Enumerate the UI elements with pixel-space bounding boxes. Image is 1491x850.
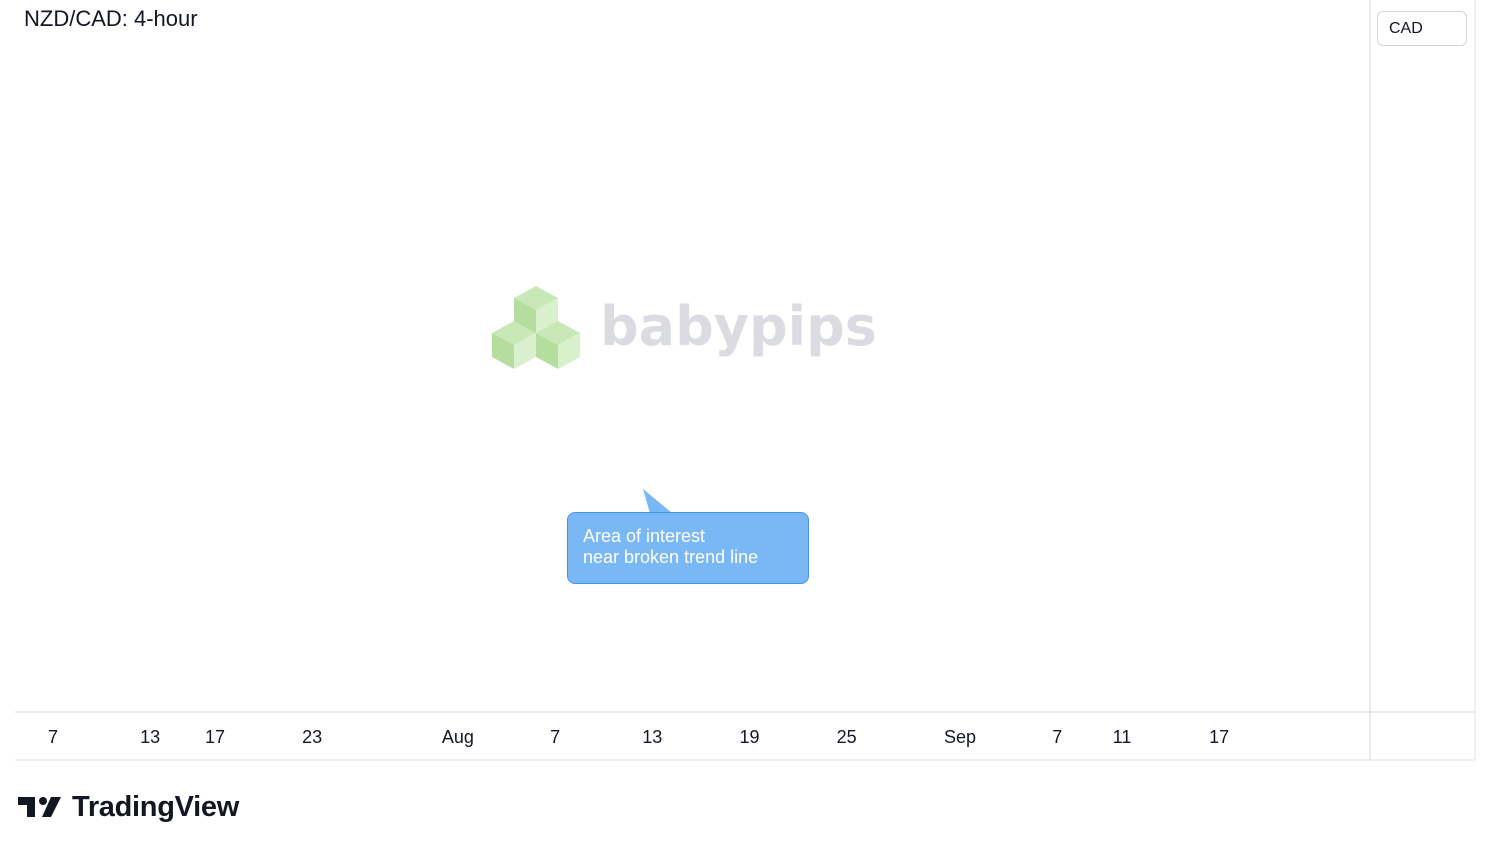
watermark-cube-2-right bbox=[514, 333, 536, 369]
x-tick-label: 25 bbox=[837, 727, 857, 747]
trend-lines bbox=[643, 489, 672, 520]
x-tick-label: 7 bbox=[1052, 727, 1062, 747]
watermark-text: babypips bbox=[600, 295, 877, 358]
brand-name: TradingView bbox=[72, 790, 239, 823]
x-tick-label: 7 bbox=[48, 727, 58, 747]
axes: 0.826000.824000.822000.820000.818000.816… bbox=[15, 0, 1476, 761]
x-tick-label: Aug bbox=[442, 727, 474, 747]
chart-title: NZD/CAD: 4-hour bbox=[24, 6, 198, 31]
x-tick-label: 23 bbox=[302, 727, 322, 747]
x-tick-label: 13 bbox=[140, 727, 160, 747]
watermark-cube-3-right bbox=[558, 333, 580, 369]
tradingview-logo[interactable]: TradingView bbox=[18, 787, 239, 827]
x-tick-label: 7 bbox=[550, 727, 560, 747]
x-tick-label: 19 bbox=[739, 727, 759, 747]
x-tick-label: 13 bbox=[642, 727, 662, 747]
x-tick-label: 17 bbox=[1209, 727, 1229, 747]
watermark-cube-2-left bbox=[492, 333, 514, 369]
tradingview-logo-icon bbox=[18, 797, 61, 817]
annotation-line-1: Area of interest bbox=[583, 526, 706, 546]
x-tick-label: Sep bbox=[944, 727, 976, 747]
x-tick-label: 11 bbox=[1113, 727, 1132, 747]
annotation-callout: Area of interest near broken trend line bbox=[567, 512, 809, 584]
x-tick-label: 17 bbox=[205, 727, 225, 747]
watermark-cube-3-left bbox=[536, 333, 558, 369]
watermark-layer: babypips bbox=[492, 286, 877, 369]
currency-unit-button[interactable]: CAD bbox=[1377, 11, 1467, 46]
annotation-line-2: near broken trend line bbox=[583, 547, 759, 567]
